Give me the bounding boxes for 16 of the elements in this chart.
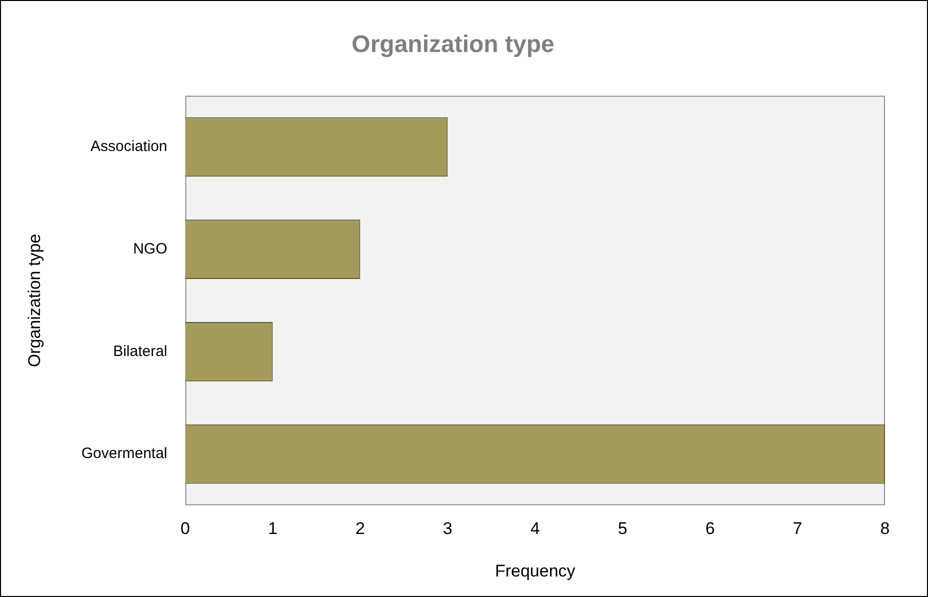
x-tick-label: 8 (880, 519, 890, 538)
y-axis-title: Organization type (24, 234, 44, 368)
x-tick-label: 6 (705, 519, 715, 538)
y-tick-label: NGO (133, 240, 168, 258)
y-tick-label: Govermental (81, 445, 168, 462)
x-axis-title: Frequency (494, 561, 576, 580)
y-tick-label: Association (90, 138, 168, 156)
x-tick-label: 0 (180, 519, 190, 538)
x-tick-label: 3 (442, 519, 452, 538)
x-tick-label: 4 (530, 519, 540, 538)
x-tick-label: 5 (618, 519, 628, 538)
y-tick-label: Bilateral (113, 342, 168, 360)
chart-title: Organization type (352, 31, 554, 58)
x-tick-label: 2 (355, 519, 365, 538)
x-tick-label: 7 (792, 519, 802, 538)
x-tick-label: 1 (268, 519, 278, 538)
